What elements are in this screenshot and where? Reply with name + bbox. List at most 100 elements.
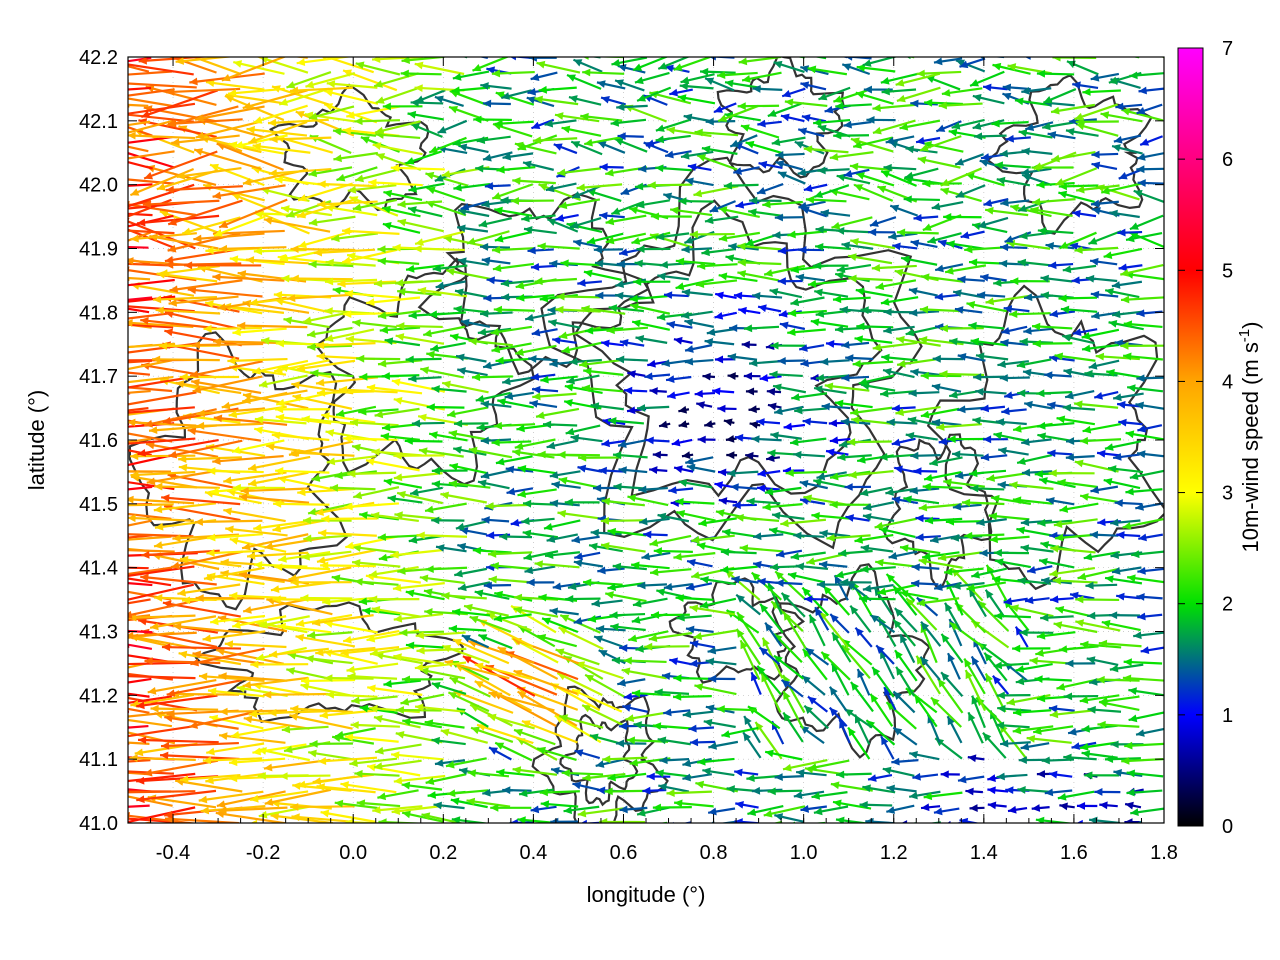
wind-vector [927, 57, 938, 58]
wind-vector [128, 152, 176, 169]
wind-vector-head [795, 273, 805, 282]
wind-vector-head [147, 687, 157, 695]
wind-vector-head [430, 344, 439, 352]
wind-vector-head [550, 817, 559, 823]
wind-vector [128, 437, 152, 444]
wind-vector-head [343, 635, 352, 644]
wind-vector-head [1124, 818, 1133, 823]
wind-vector-head [845, 57, 853, 61]
wind-vector-head [1136, 374, 1145, 383]
wind-vector-head [629, 206, 638, 215]
wind-vector-head [916, 655, 925, 665]
wind-vector-head [858, 377, 868, 386]
wind-vector [369, 707, 420, 714]
wind-vector-head [372, 142, 382, 150]
wind-vector-head [646, 772, 655, 781]
wind-vector-head [332, 286, 342, 295]
wind-vector-head [846, 582, 856, 591]
wind-vector [179, 774, 241, 781]
wind-vector-head [41, 652, 49, 660]
wind-vector-head [987, 786, 996, 795]
wind-vector-head [939, 370, 948, 378]
wind-vector-head [206, 747, 215, 756]
wind-vector-head [837, 453, 846, 462]
wind-vector-head [567, 582, 577, 591]
wind-vector-head [317, 200, 326, 209]
wind-vector-head [960, 231, 970, 240]
wind-vector-head [178, 650, 188, 659]
wind-vector-head [619, 805, 628, 814]
wind-vector-head [471, 726, 480, 735]
wind-vector-head [618, 466, 627, 474]
wind-vector-head [637, 94, 647, 102]
wind-vector-head [273, 499, 282, 508]
wind-vector-head [882, 766, 892, 775]
wind-vector-head [128, 631, 134, 640]
wind-vector-head [480, 82, 489, 90]
wind-vector-head [315, 341, 325, 350]
wind-vector [51, 792, 126, 806]
wind-vector-head [62, 302, 70, 310]
wind-vector-head [356, 799, 366, 808]
wind-vector-head [918, 557, 928, 566]
wind-vector-head [1036, 631, 1046, 640]
wind-vector-head [999, 259, 1008, 268]
wind-vector-head [448, 624, 458, 633]
wind-vector [128, 389, 151, 394]
wind-vector-head [735, 200, 745, 209]
wind-vector-head [475, 394, 485, 403]
wind-vector-head [829, 707, 839, 717]
wind-vector-head [336, 173, 346, 182]
wind-vector-head [565, 427, 575, 436]
wind-vector-head [1109, 611, 1118, 620]
wind-vector-head [1052, 576, 1062, 585]
wind-vector-head [48, 160, 56, 168]
wind-vector-head [767, 787, 776, 796]
wind-vector-head [829, 436, 839, 445]
wind-vector-head [1105, 287, 1114, 296]
wind-vector [312, 773, 375, 784]
wind-vector-head [425, 505, 434, 514]
wind-vector-head [798, 245, 807, 254]
wind-vector-head [391, 807, 401, 815]
wind-vector-head [915, 514, 924, 523]
wind-vector-head [203, 573, 213, 582]
wind-vector-head [725, 435, 735, 443]
wind-vector-head [447, 410, 456, 418]
wind-vector-head [366, 298, 375, 307]
wind-vector-head [590, 402, 600, 410]
wind-vector [129, 756, 196, 761]
wind-vector-head [477, 328, 487, 336]
wind-vector [128, 598, 151, 605]
wind-vector-head [158, 342, 167, 350]
wind-vector-head [477, 723, 486, 732]
wind-vector-head [1100, 111, 1110, 119]
wind-vector-head [494, 590, 504, 599]
wind-vector-head [165, 87, 175, 96]
wind-vector-head [775, 160, 785, 168]
wind-vector-head [850, 605, 859, 615]
wind-vector [203, 820, 217, 823]
wind-vector-head [393, 776, 403, 785]
wind-vector-head [632, 319, 641, 328]
wind-vector-head [704, 337, 714, 346]
wind-vector-head [476, 136, 486, 145]
wind-vector-head [1133, 189, 1143, 198]
wind-vector-head [868, 228, 877, 237]
wind-vector-head [964, 658, 972, 668]
wind-vector-head [275, 339, 285, 348]
wind-vector-head [1081, 750, 1091, 758]
wind-vector-head [303, 534, 312, 543]
contour-line [268, 83, 430, 212]
wind-vector-head [922, 552, 931, 561]
wind-vector-head [335, 409, 345, 418]
wind-vector-head [187, 286, 197, 295]
wind-vector-head [1135, 503, 1144, 511]
wind-vector-head [1047, 449, 1056, 458]
wind-vector [128, 145, 149, 153]
wind-vector-head [493, 614, 503, 623]
wind-vector-head [950, 533, 960, 542]
wind-vector-head [326, 457, 336, 466]
wind-vector-head [626, 406, 636, 415]
wind-vector [253, 519, 311, 530]
